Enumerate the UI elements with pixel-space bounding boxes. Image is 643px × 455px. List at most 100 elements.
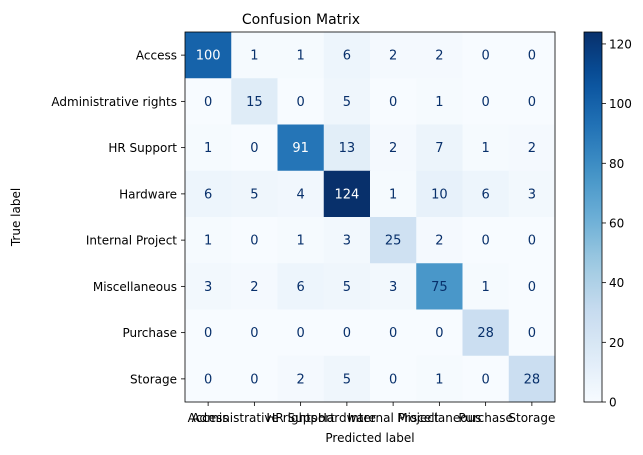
heatmap-cell: [416, 263, 463, 310]
heatmap-cell: [277, 355, 325, 403]
heatmap-cell: [185, 355, 232, 403]
cell-value-label: 2: [435, 234, 443, 249]
y-tick-label: Miscellaneous: [93, 280, 177, 294]
cell-value-label: 91: [292, 141, 309, 156]
cell-value-label: 6: [296, 280, 304, 295]
cell-value-label: 0: [528, 280, 536, 295]
heatmap-cell: [462, 78, 510, 125]
cell-value-label: 0: [250, 326, 258, 341]
cell-value-label: 2: [389, 141, 397, 156]
heatmap-cell: [508, 32, 556, 79]
heatmap-cell: [370, 78, 417, 125]
cell-value-label: 1: [204, 234, 212, 249]
heatmap-cell: [323, 124, 371, 172]
cell-value-label: 1: [435, 95, 443, 110]
cell-value-label: 0: [435, 326, 443, 341]
heatmap-cell: [416, 32, 463, 79]
x-tick-label: Miscellaneous: [397, 411, 481, 425]
heatmap-cell: [462, 217, 510, 264]
heatmap-cell: [185, 78, 232, 125]
cell-value-label: 0: [528, 326, 536, 341]
heatmap-cell: [185, 263, 232, 310]
heatmap-cell: [370, 32, 417, 79]
cell-value-label: 2: [528, 141, 536, 156]
cell-value-label: 0: [389, 372, 397, 387]
cell-value-label: 124: [334, 187, 359, 202]
heatmap-cell: [416, 78, 463, 125]
y-axis-ticks: Access Administrative rights HR Support Har…: [51, 49, 185, 386]
cell-value-label: 0: [481, 95, 489, 110]
cell-value-label: 3: [389, 280, 397, 295]
heatmap-cell: [277, 124, 325, 172]
cell-value-label: 4: [296, 187, 304, 202]
cell-value-label: 2: [250, 280, 258, 295]
heatmap-cell: [416, 355, 463, 403]
colorbar-tick-label: 100: [609, 97, 632, 111]
cell-value-label: 28: [524, 372, 541, 387]
heatmap-cell: [370, 217, 417, 264]
y-tick-label: HR Support: [108, 141, 177, 155]
cell-value-label: 0: [204, 372, 212, 387]
cell-value-label: 0: [389, 95, 397, 110]
cell-value-labels: 100 1 1 6 2 2 0 00 15 0 5 0 1 0 01 0 91 13 2 7 1 26 5 4 124 1 10 6 3…: [196, 49, 540, 388]
cell-value-label: 0: [389, 326, 397, 341]
heatmap-cell: [323, 78, 371, 125]
heatmap-cell: [416, 309, 463, 357]
y-tick-label: Internal Project: [86, 234, 177, 248]
cell-value-label: 6: [481, 187, 489, 202]
heatmap-cell: [231, 217, 278, 264]
colorbar-tick-label: 60: [609, 216, 624, 230]
chart-title: Confusion Matrix: [242, 12, 360, 28]
heatmap-cell: [231, 355, 278, 403]
cell-value-label: 0: [528, 49, 536, 64]
cell-value-label: 0: [296, 326, 304, 341]
heatmap-cell: [370, 124, 417, 172]
cell-value-label: 0: [204, 326, 212, 341]
heatmap-cell: [323, 263, 371, 310]
heatmap-cell: [370, 170, 417, 218]
plot-frame: [184, 31, 556, 403]
heatmap-cell: [277, 170, 325, 218]
cell-value-label: 100: [196, 49, 221, 64]
heatmap-cell: [185, 124, 232, 172]
cell-value-label: 7: [435, 141, 443, 156]
y-tick-label: Administrative rights: [51, 95, 177, 109]
cell-value-label: 5: [343, 372, 351, 387]
heatmap-cell: [277, 78, 325, 125]
cell-value-label: 10: [431, 187, 448, 202]
heatmap-cell: [323, 309, 371, 357]
heatmap-cell: [323, 32, 371, 79]
heatmap-cell: [231, 309, 278, 357]
cell-value-label: 0: [204, 95, 212, 110]
heatmap-cell: [462, 355, 510, 403]
cell-value-label: 1: [204, 141, 212, 156]
cell-value-label: 0: [481, 49, 489, 64]
heatmap-cell: [508, 355, 556, 403]
heatmap-cell: [462, 124, 510, 172]
cell-value-label: 5: [343, 95, 351, 110]
heatmap-cell: [370, 355, 417, 403]
cell-value-label: 25: [385, 234, 402, 249]
heatmap-cell: [231, 124, 278, 172]
cell-value-label: 6: [204, 187, 212, 202]
heatmap-cell: [370, 309, 417, 357]
cell-value-label: 0: [250, 234, 258, 249]
colorbar-tick-label: 80: [609, 157, 624, 171]
cell-value-label: 0: [296, 95, 304, 110]
cell-value-label: 3: [343, 234, 351, 249]
cell-value-label: 5: [343, 280, 351, 295]
x-tick-label: Access: [188, 411, 229, 425]
colorbar-tick-label: 20: [609, 336, 624, 350]
x-tick-label: Storage: [508, 411, 555, 425]
heatmap-cell: [416, 124, 463, 172]
heatmap-cell: [185, 32, 232, 79]
heatmap-cell: [323, 217, 371, 264]
y-tick-label: Storage: [130, 372, 177, 386]
heatmap-cell: [185, 217, 232, 264]
x-tick-label: Administrative rights: [192, 411, 318, 425]
heatmap-cell: [323, 355, 371, 403]
colorbar-tick-label: 0: [609, 396, 617, 410]
heatmap-cell: [508, 170, 556, 218]
y-axis-label: True label: [9, 188, 23, 247]
